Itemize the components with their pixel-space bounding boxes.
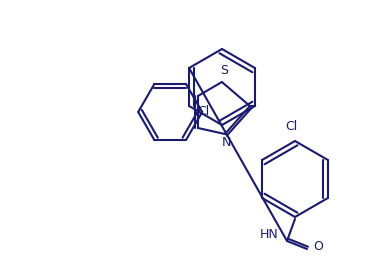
Text: Cl: Cl xyxy=(197,104,209,118)
Text: N: N xyxy=(222,136,232,149)
Text: Cl: Cl xyxy=(285,120,297,133)
Text: HN: HN xyxy=(260,228,278,241)
Text: O: O xyxy=(313,241,323,254)
Text: S: S xyxy=(220,64,228,77)
